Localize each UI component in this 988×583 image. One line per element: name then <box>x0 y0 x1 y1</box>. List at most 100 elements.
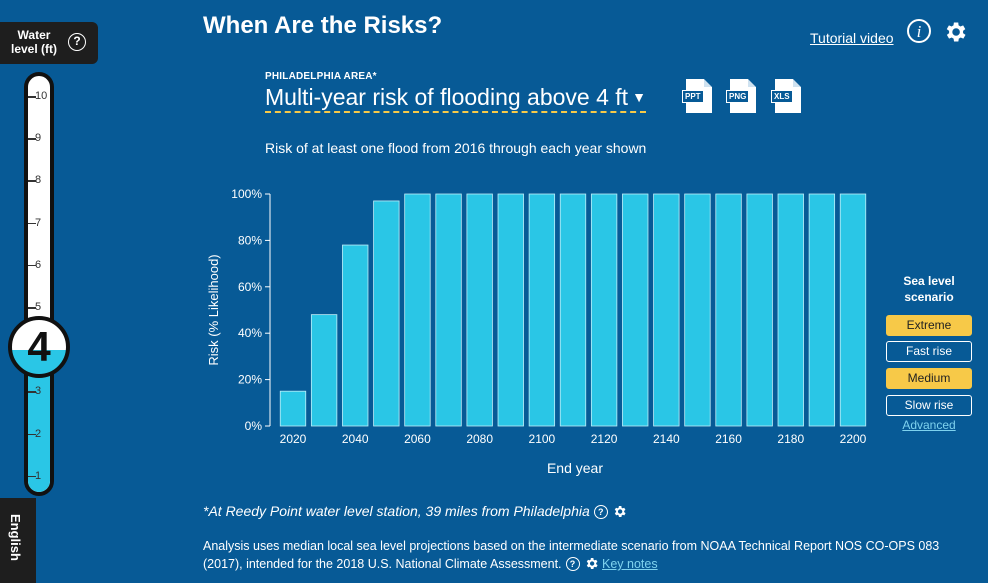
document-fold <box>704 79 712 87</box>
bar-2150[interactable] <box>684 193 711 427</box>
scenario-fast-rise-button[interactable]: Fast rise <box>886 341 972 362</box>
bar-2020[interactable] <box>279 390 307 427</box>
export-ppt-label: PPT <box>682 90 704 103</box>
water-level-handle[interactable]: 4 <box>8 316 70 378</box>
water-level-tick-label: 10 <box>35 90 48 102</box>
x-tick-label: 2040 <box>342 432 369 446</box>
bars <box>279 193 867 427</box>
water-level-value: 4 <box>27 323 51 370</box>
bar-2140[interactable] <box>653 193 680 427</box>
scenario-medium-button[interactable]: Medium <box>886 368 972 389</box>
bar-2170[interactable] <box>746 193 773 427</box>
x-tick-label: 2160 <box>715 432 742 446</box>
water-level-title: Water level (ft) <box>10 28 57 56</box>
x-tick-label: 2120 <box>591 432 618 446</box>
y-tick-label: 20% <box>238 373 262 387</box>
bar-2110[interactable] <box>559 193 587 427</box>
x-tick-label: 2020 <box>280 432 307 446</box>
x-axis-label: End year <box>547 460 603 476</box>
bar-2100[interactable] <box>528 193 556 427</box>
bar-2120[interactable] <box>590 193 618 427</box>
bar-2080[interactable] <box>466 193 493 427</box>
water-level-tick <box>28 96 36 98</box>
water-level-fill <box>28 346 50 492</box>
water-level-tick <box>28 307 36 309</box>
x-tick-label: 2080 <box>466 432 493 446</box>
water-level-tick-label: 9 <box>35 132 42 145</box>
water-level-tick <box>28 138 36 140</box>
bar-2040[interactable] <box>342 244 369 427</box>
page-title: When Are the Risks? <box>203 12 443 39</box>
x-tick-label: 2140 <box>653 432 680 446</box>
y-axis-label: Risk (% Likelihood) <box>206 254 221 365</box>
water-level-tick <box>28 475 36 478</box>
water-level-tick <box>28 391 36 393</box>
station-settings-gear-icon[interactable] <box>612 504 627 519</box>
water-level-tick-label: 5 <box>35 301 42 313</box>
water-level-tick-label: 2 <box>35 427 42 440</box>
water-level-tick-label: 8 <box>35 174 42 187</box>
x-tick-label: 2060 <box>404 432 431 446</box>
water-level-tick-label: 7 <box>35 216 42 229</box>
export-ppt-button[interactable]: PPT <box>682 79 716 113</box>
x-axis: 2020 2040 2060 2080 2100 2120 2140 2160 2180 2200 <box>280 432 867 446</box>
bar-2160[interactable] <box>715 193 742 427</box>
x-tick-label: 2180 <box>777 432 804 446</box>
bar-2190[interactable] <box>808 193 836 427</box>
scenario-slow-rise-button[interactable]: Slow rise <box>886 395 972 416</box>
scenario-extreme-button[interactable]: Extreme <box>886 315 972 336</box>
analysis-help-icon[interactable]: ? <box>565 557 580 571</box>
station-footnote-text: *At Reedy Point water level station, 39 … <box>203 503 590 519</box>
station-help-icon[interactable]: ? <box>593 505 608 519</box>
y-tick-label: 100% <box>231 187 262 201</box>
bar-2060[interactable] <box>404 193 431 427</box>
document-fold <box>748 79 756 87</box>
export-png-label: PNG <box>726 90 750 103</box>
language-toggle[interactable]: English <box>0 498 36 583</box>
x-tick-label: 2200 <box>840 432 867 446</box>
water-level-tick <box>28 264 36 267</box>
y-tick-label: 0% <box>245 419 263 433</box>
language-label: English <box>8 514 23 561</box>
station-footnote: *At Reedy Point water level station, 39 … <box>203 503 627 519</box>
y-tick-label: 60% <box>238 280 262 294</box>
analysis-footnote-text: Analysis uses median local sea level pro… <box>203 539 940 571</box>
bar-2180[interactable] <box>777 193 804 427</box>
water-level-tick <box>28 222 36 225</box>
chart-type-dropdown[interactable]: Multi-year risk of flooding above 4 ft ▼ <box>265 83 646 113</box>
water-level-tick-label: 6 <box>35 258 42 271</box>
bar-2050[interactable] <box>373 200 400 427</box>
document-fold <box>793 79 801 87</box>
bar-2130[interactable] <box>622 193 649 427</box>
water-level-tick-label: 1 <box>35 469 42 482</box>
advanced-link[interactable]: Advanced <box>902 418 956 432</box>
bar-2090[interactable] <box>497 193 524 427</box>
tutorial-video-link[interactable]: Tutorial video <box>810 30 894 46</box>
area-label: PHILADELPHIA AREA* <box>265 71 377 82</box>
water-level-slider[interactable]: 10 9 8 7 6 5 4 3 2 1 <box>24 72 54 496</box>
info-icon[interactable]: i <box>907 19 931 43</box>
export-xls-label: XLS <box>771 90 793 103</box>
water-level-tick <box>28 180 36 182</box>
water-level-header: Water level (ft) ? <box>0 22 98 64</box>
water-level-help-icon[interactable]: ? <box>68 33 86 51</box>
bar-2070[interactable] <box>435 193 462 427</box>
chart-type-selected: Multi-year risk of flooding above 4 ft <box>265 84 629 110</box>
key-notes-link[interactable]: Key notes <box>602 557 658 571</box>
scenario-heading: Sea level scenario <box>903 274 955 304</box>
caret-down-icon: ▼ <box>632 89 646 105</box>
risk-bar-chart: 0%20%40%60%80%100% 2020 2040 2060 2080 2100 2… <box>206 187 867 476</box>
x-tick-label: 2100 <box>529 432 556 446</box>
bar-2030[interactable] <box>310 314 338 427</box>
y-tick-label: 80% <box>238 233 262 247</box>
analysis-footnote: Analysis uses median local sea level pro… <box>203 537 963 573</box>
export-xls-button[interactable]: XLS <box>771 79 805 113</box>
settings-gear-icon[interactable] <box>942 19 968 45</box>
y-tick-label: 40% <box>238 326 262 340</box>
water-level-tick <box>28 433 36 436</box>
bar-2200[interactable] <box>839 193 867 427</box>
export-png-button[interactable]: PNG <box>726 79 760 113</box>
analysis-settings-gear-icon[interactable] <box>584 556 599 571</box>
y-axis: 0% 20% 40% 60% 80% 100% <box>231 187 271 433</box>
water-level-tick-label: 3 <box>35 385 42 398</box>
